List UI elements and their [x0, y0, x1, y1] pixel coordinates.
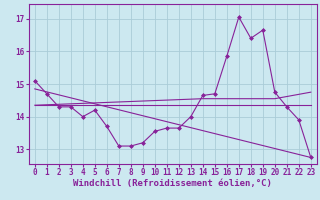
- X-axis label: Windchill (Refroidissement éolien,°C): Windchill (Refroidissement éolien,°C): [73, 179, 272, 188]
